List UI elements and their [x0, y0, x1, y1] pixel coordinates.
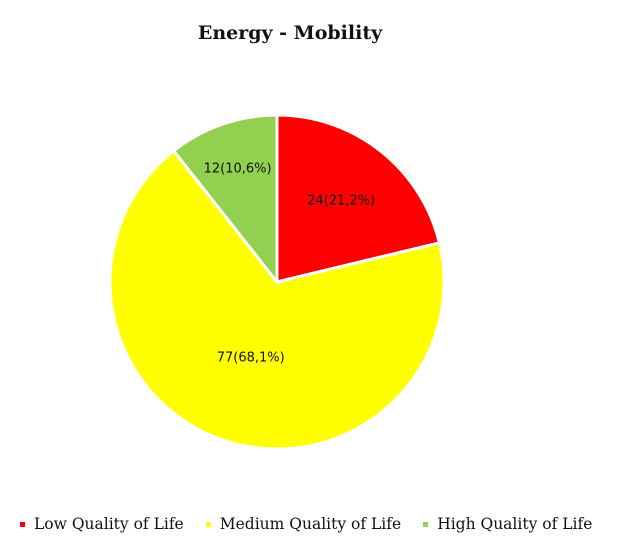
pie-slice-high	[171, 113, 279, 287]
slice-label-medium: 77(68,1%)	[217, 351, 285, 366]
legend-swatch-high	[423, 521, 429, 527]
legend-swatch-low	[20, 521, 25, 527]
pie-plot-area: 24(21,2%) 77(68,1%) 12(10,6%)	[108, 113, 446, 451]
pie-slice-low	[275, 113, 442, 284]
legend-item-medium: Medium Quality of Life	[205, 515, 402, 533]
chart-title: Energy - Mobility	[197, 22, 383, 44]
legend-label-low: Low Quality of Life	[34, 515, 184, 533]
legend-label-medium: Medium Quality of Life	[219, 515, 402, 533]
slice-label-high: 12(10,6%)	[204, 161, 272, 176]
legend-label-high: High Quality of Life	[437, 515, 593, 533]
legend-item-high: High Quality of Life	[423, 515, 592, 533]
pie-slice-medium	[108, 148, 446, 451]
legend-item-low: Low Quality of Life	[20, 515, 184, 533]
legend-swatch-medium	[205, 521, 211, 527]
chart-legend: Low Quality of Life Medium Quality of Li…	[20, 515, 592, 533]
slice-label-low: 24(21,2%)	[307, 194, 375, 209]
